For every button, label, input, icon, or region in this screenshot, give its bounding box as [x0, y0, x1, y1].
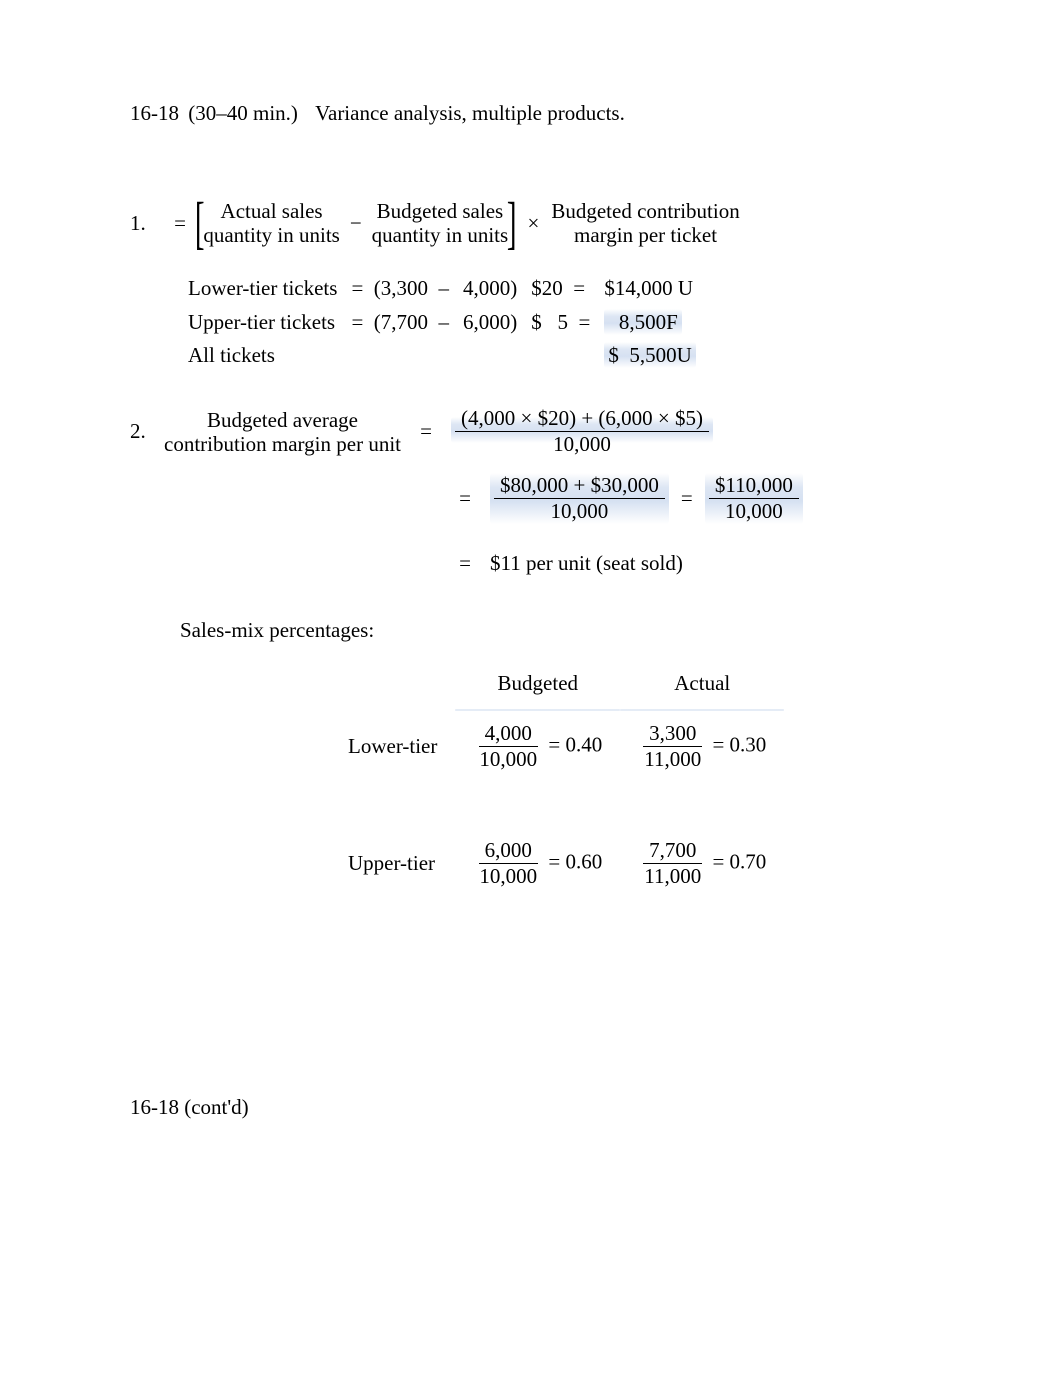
term-actual-sales: Actual sales quantity in units	[203, 199, 340, 247]
ticket-label: Lower-tier tickets	[182, 273, 343, 304]
equals-sign: =	[440, 485, 490, 512]
highlight: (4,000 × $20) + (6,000 × $5) 10,000	[451, 417, 713, 443]
header-rule	[620, 709, 784, 711]
sales-mix-table: Budgeted Actual Lower-tier 4,000 10,000 …	[330, 664, 784, 894]
equals-sign: =	[440, 550, 490, 577]
row-label: Lower-tier	[330, 716, 455, 777]
ticket-expr-r: 6,000)	[457, 307, 523, 338]
ticket-expr-l: = (3,300 –	[345, 273, 455, 304]
fraction-den: 10,000	[545, 499, 615, 523]
fraction: 4,000 10,000	[473, 722, 543, 771]
ticket-label: All tickets	[182, 340, 343, 371]
cell-value: = 0.70	[707, 849, 766, 873]
highlight: $80,000 + $30,000 10,000	[490, 473, 669, 524]
ticket-label: Upper-tier tickets	[182, 307, 343, 338]
fraction-num: 6,000	[479, 839, 538, 864]
cell-actual: 3,300 11,000 = 0.30	[620, 716, 784, 777]
right-bracket: ]	[507, 197, 517, 249]
fraction-den: 11,000	[638, 864, 707, 888]
fraction-num: 4,000	[479, 722, 538, 747]
avg-row-2: = $80,000 + $30,000 10,000 = $110,000 10…	[130, 473, 932, 524]
term-budgeted-contribution: Budgeted contribution margin per ticket	[551, 199, 739, 247]
sales-mix-title: Sales-mix percentages:	[130, 617, 932, 644]
avg-row-3: = $11 per unit (seat sold)	[130, 550, 932, 577]
bracket-group: [ Actual sales quantity in units − Budge…	[196, 197, 516, 249]
fraction-den: 10,000	[473, 747, 543, 771]
row-label: Upper-tier	[330, 833, 455, 894]
avg-label-top: Budgeted average	[207, 408, 358, 432]
fraction-den: 10,000	[719, 499, 789, 523]
term1-bot: quantity in units	[203, 223, 340, 247]
table-header: Budgeted Actual	[330, 664, 784, 703]
left-bracket: [	[195, 197, 205, 249]
times-sign: ×	[516, 210, 552, 237]
fraction: $80,000 + $30,000 10,000	[494, 474, 665, 523]
cell-budgeted: 6,000 10,000 = 0.60	[455, 833, 620, 894]
ticket-amount: $14,000 U	[598, 273, 701, 304]
cell-value: = 0.30	[707, 732, 766, 756]
equals-sign: =	[401, 418, 451, 445]
fraction-num: $80,000 + $30,000	[494, 474, 665, 499]
heading-number: 16-18	[130, 101, 179, 125]
minus-sign: −	[340, 210, 372, 237]
ticket-amount: $ 5,500U	[598, 340, 701, 371]
term2-top: Budgeted sales	[377, 199, 504, 223]
avg-row-1: 2. Budgeted average contribution margin …	[130, 407, 932, 456]
table-row: Lower-tier tickets = (3,300 – 4,000) $20…	[182, 273, 702, 304]
ticket-mult: $ 5 =	[525, 307, 596, 338]
heading: 16-18 (30–40 min.) Variance analysis, mu…	[130, 100, 932, 127]
fraction-den: 11,000	[638, 747, 707, 771]
cell-value: = 0.40	[543, 732, 602, 756]
fraction: 6,000 10,000	[473, 839, 543, 888]
avg-rhs-1: (4,000 × $20) + (6,000 × $5) 10,000	[451, 407, 713, 456]
ticket-expr-r: 4,000)	[457, 273, 523, 304]
term2-bot: quantity in units	[372, 223, 509, 247]
fraction: $110,000 10,000	[709, 474, 799, 523]
avg-result: $11 per unit (seat sold)	[490, 550, 683, 577]
highlight: $110,000 10,000	[705, 473, 803, 524]
list-number-1: 1.	[130, 210, 164, 237]
page-footer: 16-18 (cont'd)	[130, 1094, 932, 1121]
fraction: 7,700 11,000	[638, 839, 707, 888]
formula-1: 1. = [ Actual sales quantity in units − …	[130, 197, 932, 249]
table-row: Lower-tier 4,000 10,000 = 0.40 3,300 11,…	[330, 716, 784, 777]
col-actual: Actual	[620, 664, 784, 703]
table-row: Upper-tier 6,000 10,000 = 0.60 7,700 11,…	[330, 833, 784, 894]
table-row: Upper-tier tickets = (7,700 – 6,000) $ 5…	[182, 307, 702, 338]
equals-sign: =	[669, 485, 705, 512]
tickets-table: Lower-tier tickets = (3,300 – 4,000) $20…	[180, 271, 704, 373]
fraction-num: (4,000 × $20) + (6,000 × $5)	[455, 407, 709, 432]
fraction-den: 10,000	[547, 432, 617, 456]
tickets-block: Lower-tier tickets = (3,300 – 4,000) $20…	[130, 271, 932, 373]
table-row: All tickets $ 5,500U	[182, 340, 702, 371]
fraction-den: 10,000	[473, 864, 543, 888]
cell-actual: 7,700 11,000 = 0.70	[620, 833, 784, 894]
term3-bot: margin per ticket	[574, 223, 717, 247]
term1-top: Actual sales	[221, 199, 323, 223]
list-number-2: 2.	[130, 418, 164, 445]
heading-title: Variance analysis, multiple products.	[303, 101, 625, 125]
term-budgeted-sales: Budgeted sales quantity in units	[372, 199, 509, 247]
fraction: 3,300 11,000	[638, 722, 707, 771]
heading-minutes: (30–40 min.)	[184, 101, 298, 125]
header-rule	[455, 709, 620, 711]
cell-budgeted: 4,000 10,000 = 0.40	[455, 716, 620, 777]
fraction-num: 3,300	[643, 722, 702, 747]
avg-label-bot: contribution margin per unit	[164, 432, 401, 456]
cell-value: = 0.60	[543, 849, 602, 873]
fraction: (4,000 × $20) + (6,000 × $5) 10,000	[455, 407, 709, 456]
term3-top: Budgeted contribution	[551, 199, 739, 223]
fraction-num: 7,700	[643, 839, 702, 864]
ticket-expr-l: = (7,700 –	[345, 307, 455, 338]
ticket-amount: 8,500F	[598, 307, 701, 338]
ticket-mult: $20 =	[525, 273, 596, 304]
col-budgeted: Budgeted	[455, 664, 620, 703]
fraction-num: $110,000	[709, 474, 799, 499]
page: 16-18 (30–40 min.) Variance analysis, mu…	[0, 0, 1062, 1161]
equals-sign: =	[164, 210, 196, 237]
avg-label: Budgeted average contribution margin per…	[164, 408, 401, 456]
highlight: 8,500F	[604, 309, 681, 335]
highlight: $ 5,500U	[604, 342, 695, 368]
